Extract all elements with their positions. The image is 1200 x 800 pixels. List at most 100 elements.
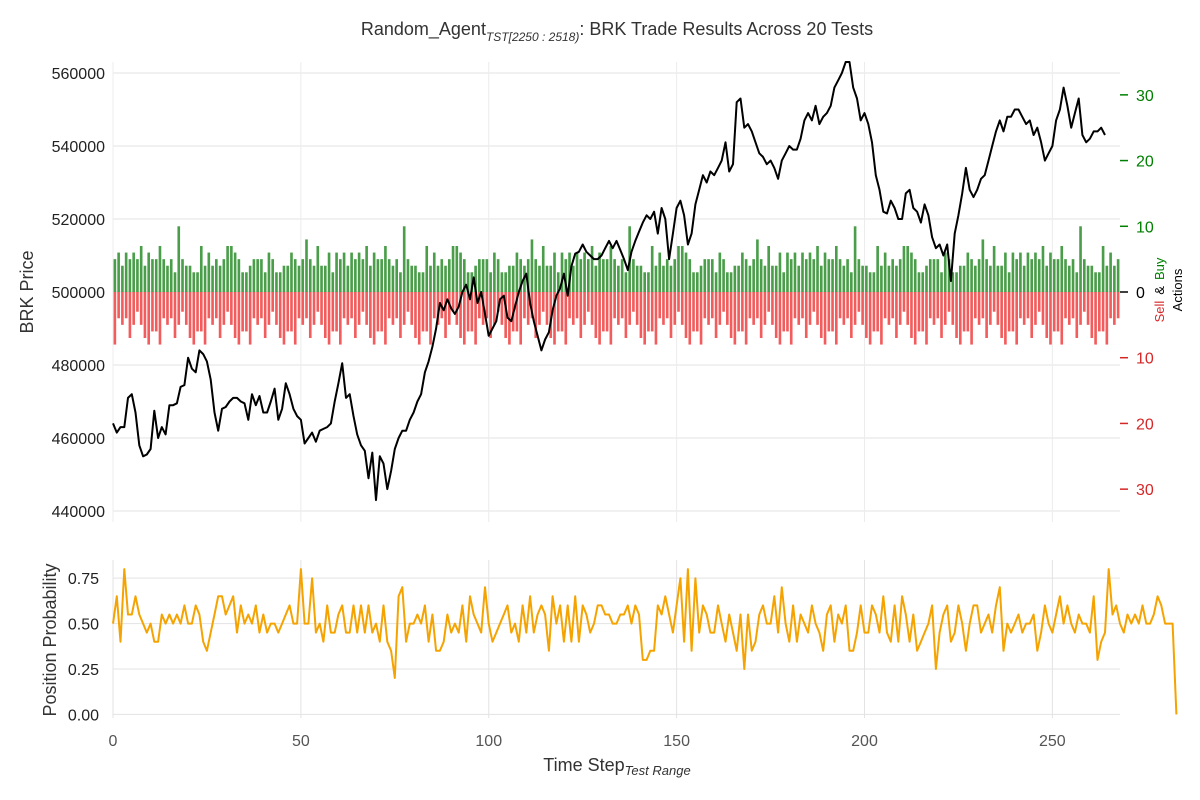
- buy-bar: [275, 272, 278, 292]
- sell-bar: [722, 292, 725, 312]
- sell-bar: [575, 292, 579, 319]
- buy-bar: [1007, 272, 1011, 292]
- sell-bar: [478, 292, 481, 319]
- sell-bar: [782, 292, 786, 332]
- sell-bar: [662, 292, 665, 325]
- buy-bar: [481, 259, 485, 292]
- sell-bar: [451, 292, 455, 312]
- sell-bar: [395, 292, 399, 319]
- sell-bar: [714, 292, 718, 338]
- buy-bar: [451, 246, 455, 292]
- buy-bar: [726, 272, 729, 292]
- sell-bar: [865, 292, 868, 338]
- buy-bar: [1019, 252, 1022, 292]
- buy-bar: [376, 259, 380, 292]
- buy-bar: [669, 265, 673, 292]
- sell-bar: [530, 292, 534, 319]
- sell-bar: [752, 292, 755, 325]
- sell-bar: [587, 292, 590, 312]
- probability-tick-label: 0.75: [68, 571, 99, 588]
- buy-bar: [342, 252, 346, 292]
- buy-bar: [880, 265, 883, 292]
- buy-bar: [1022, 265, 1026, 292]
- sell-bar: [556, 292, 560, 332]
- buy-bar: [199, 246, 203, 292]
- sell-bar: [192, 292, 196, 345]
- buy-bar: [1101, 246, 1105, 292]
- sell-bar: [917, 292, 921, 332]
- price-tick-label: 440000: [52, 504, 105, 521]
- buy-bar: [169, 259, 173, 292]
- buy-bar: [256, 259, 259, 292]
- sell-bar: [613, 292, 616, 319]
- buy-bar: [823, 252, 827, 292]
- sell-bar: [737, 292, 740, 332]
- sell-bar: [1007, 292, 1011, 332]
- sell-bar: [278, 292, 282, 338]
- price-tick-label: 560000: [52, 66, 105, 83]
- buy-bar: [406, 259, 410, 292]
- buy-bar: [278, 272, 282, 292]
- sell-bar: [485, 292, 489, 319]
- buy-bar: [166, 265, 169, 292]
- buy-bar: [872, 272, 876, 292]
- sell-bar: [391, 292, 395, 325]
- sell-bar: [936, 292, 940, 319]
- sell-bar: [857, 292, 861, 312]
- sell-bar: [898, 292, 902, 325]
- sell-bar: [169, 292, 173, 319]
- sell-bar: [940, 292, 943, 338]
- buy-bar: [121, 265, 124, 292]
- sell-bar: [1041, 292, 1045, 325]
- buy-bar: [834, 246, 838, 292]
- buy-bar: [759, 259, 763, 292]
- buy-bar: [1064, 259, 1067, 292]
- sell-bar: [211, 292, 214, 325]
- buy-bar: [1049, 252, 1052, 292]
- sell-bar: [778, 292, 782, 345]
- sell-bar: [827, 292, 831, 332]
- buy-bar: [496, 259, 500, 292]
- sell-bar: [628, 292, 631, 325]
- buy-bar: [932, 259, 936, 292]
- buy-bar: [846, 259, 849, 292]
- sell-bar: [763, 292, 767, 325]
- sell-bar: [474, 292, 477, 345]
- sell-bar: [515, 292, 519, 332]
- buy-bar: [943, 252, 947, 292]
- buy-bar: [853, 226, 857, 292]
- buy-bar: [470, 272, 474, 292]
- sell-bar: [992, 292, 996, 312]
- buy-bar: [203, 265, 207, 292]
- buy-bar: [876, 246, 879, 292]
- sell-bar: [913, 292, 917, 345]
- time-tick-label: 50: [292, 733, 310, 750]
- probability-axis-ticks: 0.00 0.25 0.50 0.75: [68, 571, 99, 724]
- buy-bar: [429, 265, 432, 292]
- buy-bar: [230, 246, 233, 292]
- sell-bar: [981, 292, 985, 319]
- buy-bar: [124, 252, 128, 292]
- sell-bar: [846, 292, 849, 319]
- sell-bar: [470, 292, 474, 332]
- sell-bar: [932, 292, 936, 325]
- sell-bar: [647, 292, 650, 332]
- sell-bar: [970, 292, 973, 345]
- buy-bar: [387, 259, 391, 292]
- buy-bar: [399, 272, 402, 292]
- buy-bar: [635, 265, 639, 292]
- sell-bar: [248, 292, 252, 345]
- sell-bar: [977, 292, 981, 325]
- buy-bar: [665, 259, 669, 292]
- buy-bar: [391, 265, 395, 292]
- price-axis-label: BRK Price: [17, 250, 37, 333]
- buy-bar: [925, 265, 928, 292]
- sell-bar: [665, 292, 669, 319]
- buy-bar: [162, 259, 166, 292]
- buy-bar: [1075, 272, 1079, 292]
- buy-bar: [515, 252, 519, 292]
- buy-bar: [293, 259, 297, 292]
- buy-bar: [571, 265, 575, 292]
- sell-bar: [230, 292, 233, 325]
- buy-bar: [917, 272, 921, 292]
